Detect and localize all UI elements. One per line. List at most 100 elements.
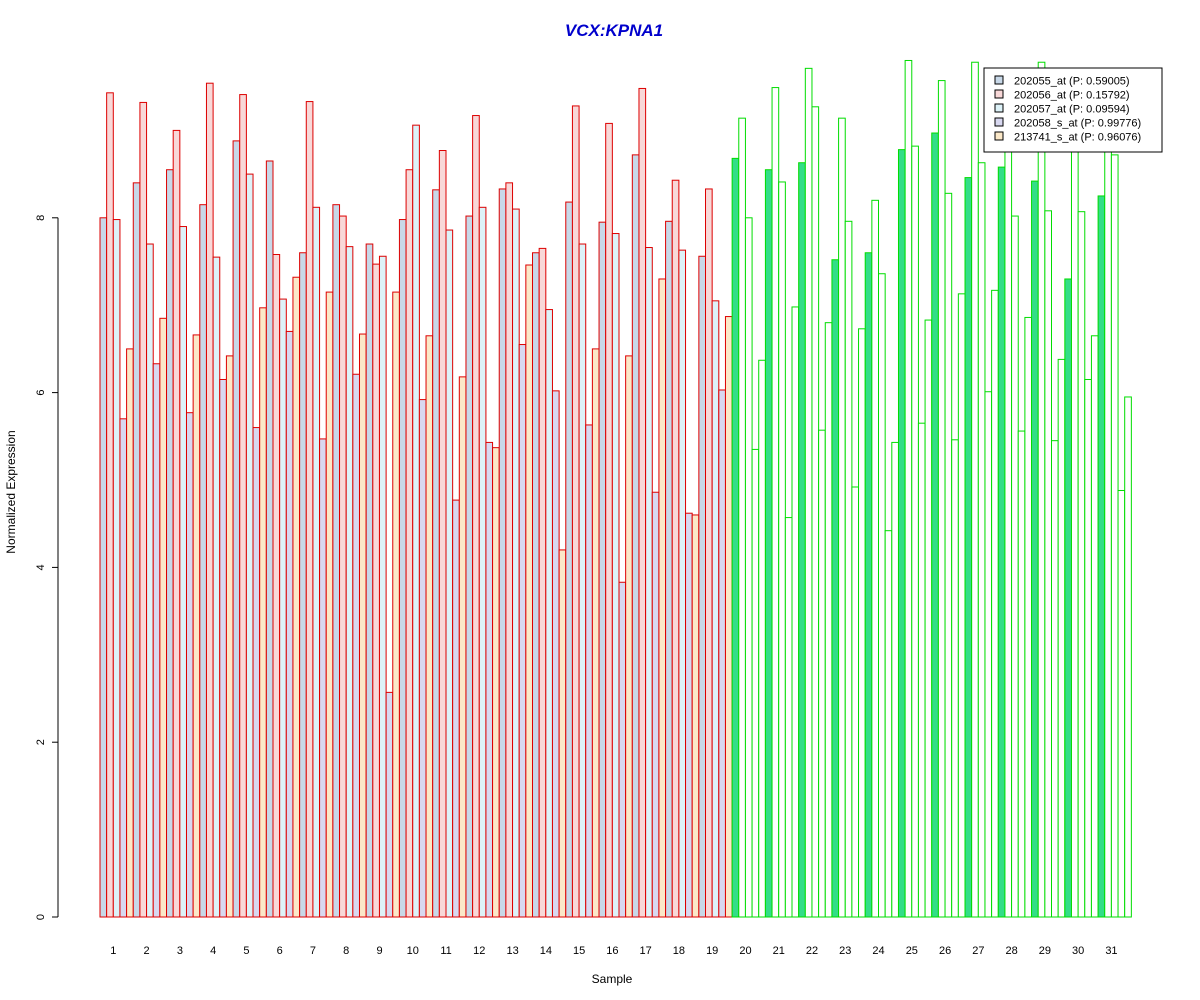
bar (858, 328, 866, 918)
bar (585, 424, 593, 918)
bar (1104, 145, 1112, 918)
legend: 202055_at (P: 0.59005) 202056_at (P: 0.15… (983, 67, 1163, 153)
bar (518, 344, 527, 918)
bar (498, 188, 507, 918)
legend-swatch (994, 75, 1004, 85)
bar (1017, 430, 1026, 918)
bar (392, 291, 400, 918)
bar (638, 87, 647, 918)
sample-group-12 (465, 115, 500, 918)
sample-group-27 (964, 61, 999, 918)
bar (884, 530, 893, 918)
bar (698, 255, 707, 918)
bar (319, 438, 327, 918)
bar (512, 208, 520, 918)
bar (365, 243, 374, 918)
bar (106, 92, 114, 918)
bar (99, 217, 108, 918)
bar (1004, 147, 1013, 918)
bar (492, 447, 500, 918)
sample-group-2 (132, 101, 168, 918)
x-axis-label: Sample (592, 972, 633, 986)
bar (917, 422, 926, 918)
bar (332, 204, 341, 918)
bar (957, 293, 966, 918)
x-tick-label: 30 (1072, 945, 1084, 957)
legend-entry: 202058_s_at (P: 0.99776) (1014, 118, 1141, 130)
x-tick-label: 2 (144, 945, 150, 957)
bar (505, 182, 514, 918)
sample-group-13 (498, 182, 533, 918)
bar (239, 94, 247, 918)
bar (844, 220, 853, 918)
bar (904, 59, 913, 918)
bar (179, 226, 187, 918)
y-tick-label: 8 (35, 215, 47, 221)
x-tick-label: 6 (277, 945, 283, 957)
bar (878, 273, 886, 918)
x-tick-label: 25 (906, 945, 918, 957)
sample-group-4 (199, 82, 234, 918)
bar (711, 300, 720, 918)
bar (651, 491, 660, 918)
legend-entry: 202056_at (P: 0.15792) (1014, 90, 1130, 102)
x-tick-label: 22 (806, 945, 818, 957)
sample-group-17 (631, 87, 667, 918)
bar (951, 439, 959, 918)
bar (345, 246, 354, 918)
bar (718, 389, 726, 918)
bar (1090, 335, 1099, 918)
bar (685, 512, 693, 918)
sample-group-22 (798, 67, 833, 918)
bar (146, 243, 154, 918)
sample-group-16 (598, 122, 633, 918)
bar (378, 255, 387, 918)
legend-swatch (994, 103, 1004, 113)
bar (964, 177, 973, 918)
x-tick-label: 24 (872, 945, 884, 957)
bar (438, 150, 447, 918)
sample-group-8 (332, 204, 367, 918)
x-tick-label: 20 (739, 945, 751, 957)
bar (724, 316, 733, 918)
bar (312, 206, 321, 918)
sample-group-31 (1097, 145, 1132, 918)
x-tick-label: 23 (839, 945, 851, 957)
bar (751, 448, 760, 918)
bar (997, 166, 1006, 918)
y-tick-label: 4 (35, 564, 47, 570)
bar (412, 124, 420, 918)
bar (758, 359, 766, 918)
bar (272, 254, 281, 918)
bar (944, 192, 953, 918)
bar (744, 217, 753, 918)
legend-swatch (994, 131, 1004, 141)
sample-group-26 (931, 80, 966, 918)
x-tick-label: 17 (640, 945, 652, 957)
sample-group-25 (897, 59, 933, 918)
bar (937, 80, 946, 918)
bar (1011, 215, 1019, 918)
sample-group-14 (532, 247, 567, 918)
bar (665, 220, 673, 918)
bar (864, 252, 873, 918)
sample-group-19 (698, 188, 733, 918)
bar (219, 378, 227, 918)
bar (172, 129, 181, 918)
bar (598, 221, 607, 918)
sample-group-3 (166, 129, 201, 918)
bar (977, 162, 986, 918)
bar (1097, 195, 1106, 918)
bar (625, 355, 633, 918)
bar (252, 427, 261, 918)
bar (1024, 316, 1033, 918)
bar (798, 162, 806, 918)
legend-entry: 202057_at (P: 0.09594) (1014, 104, 1130, 116)
bar (897, 149, 906, 918)
bar (245, 173, 254, 918)
bar (352, 373, 360, 918)
bar (192, 334, 201, 918)
bar (791, 306, 800, 918)
bar (432, 189, 440, 918)
